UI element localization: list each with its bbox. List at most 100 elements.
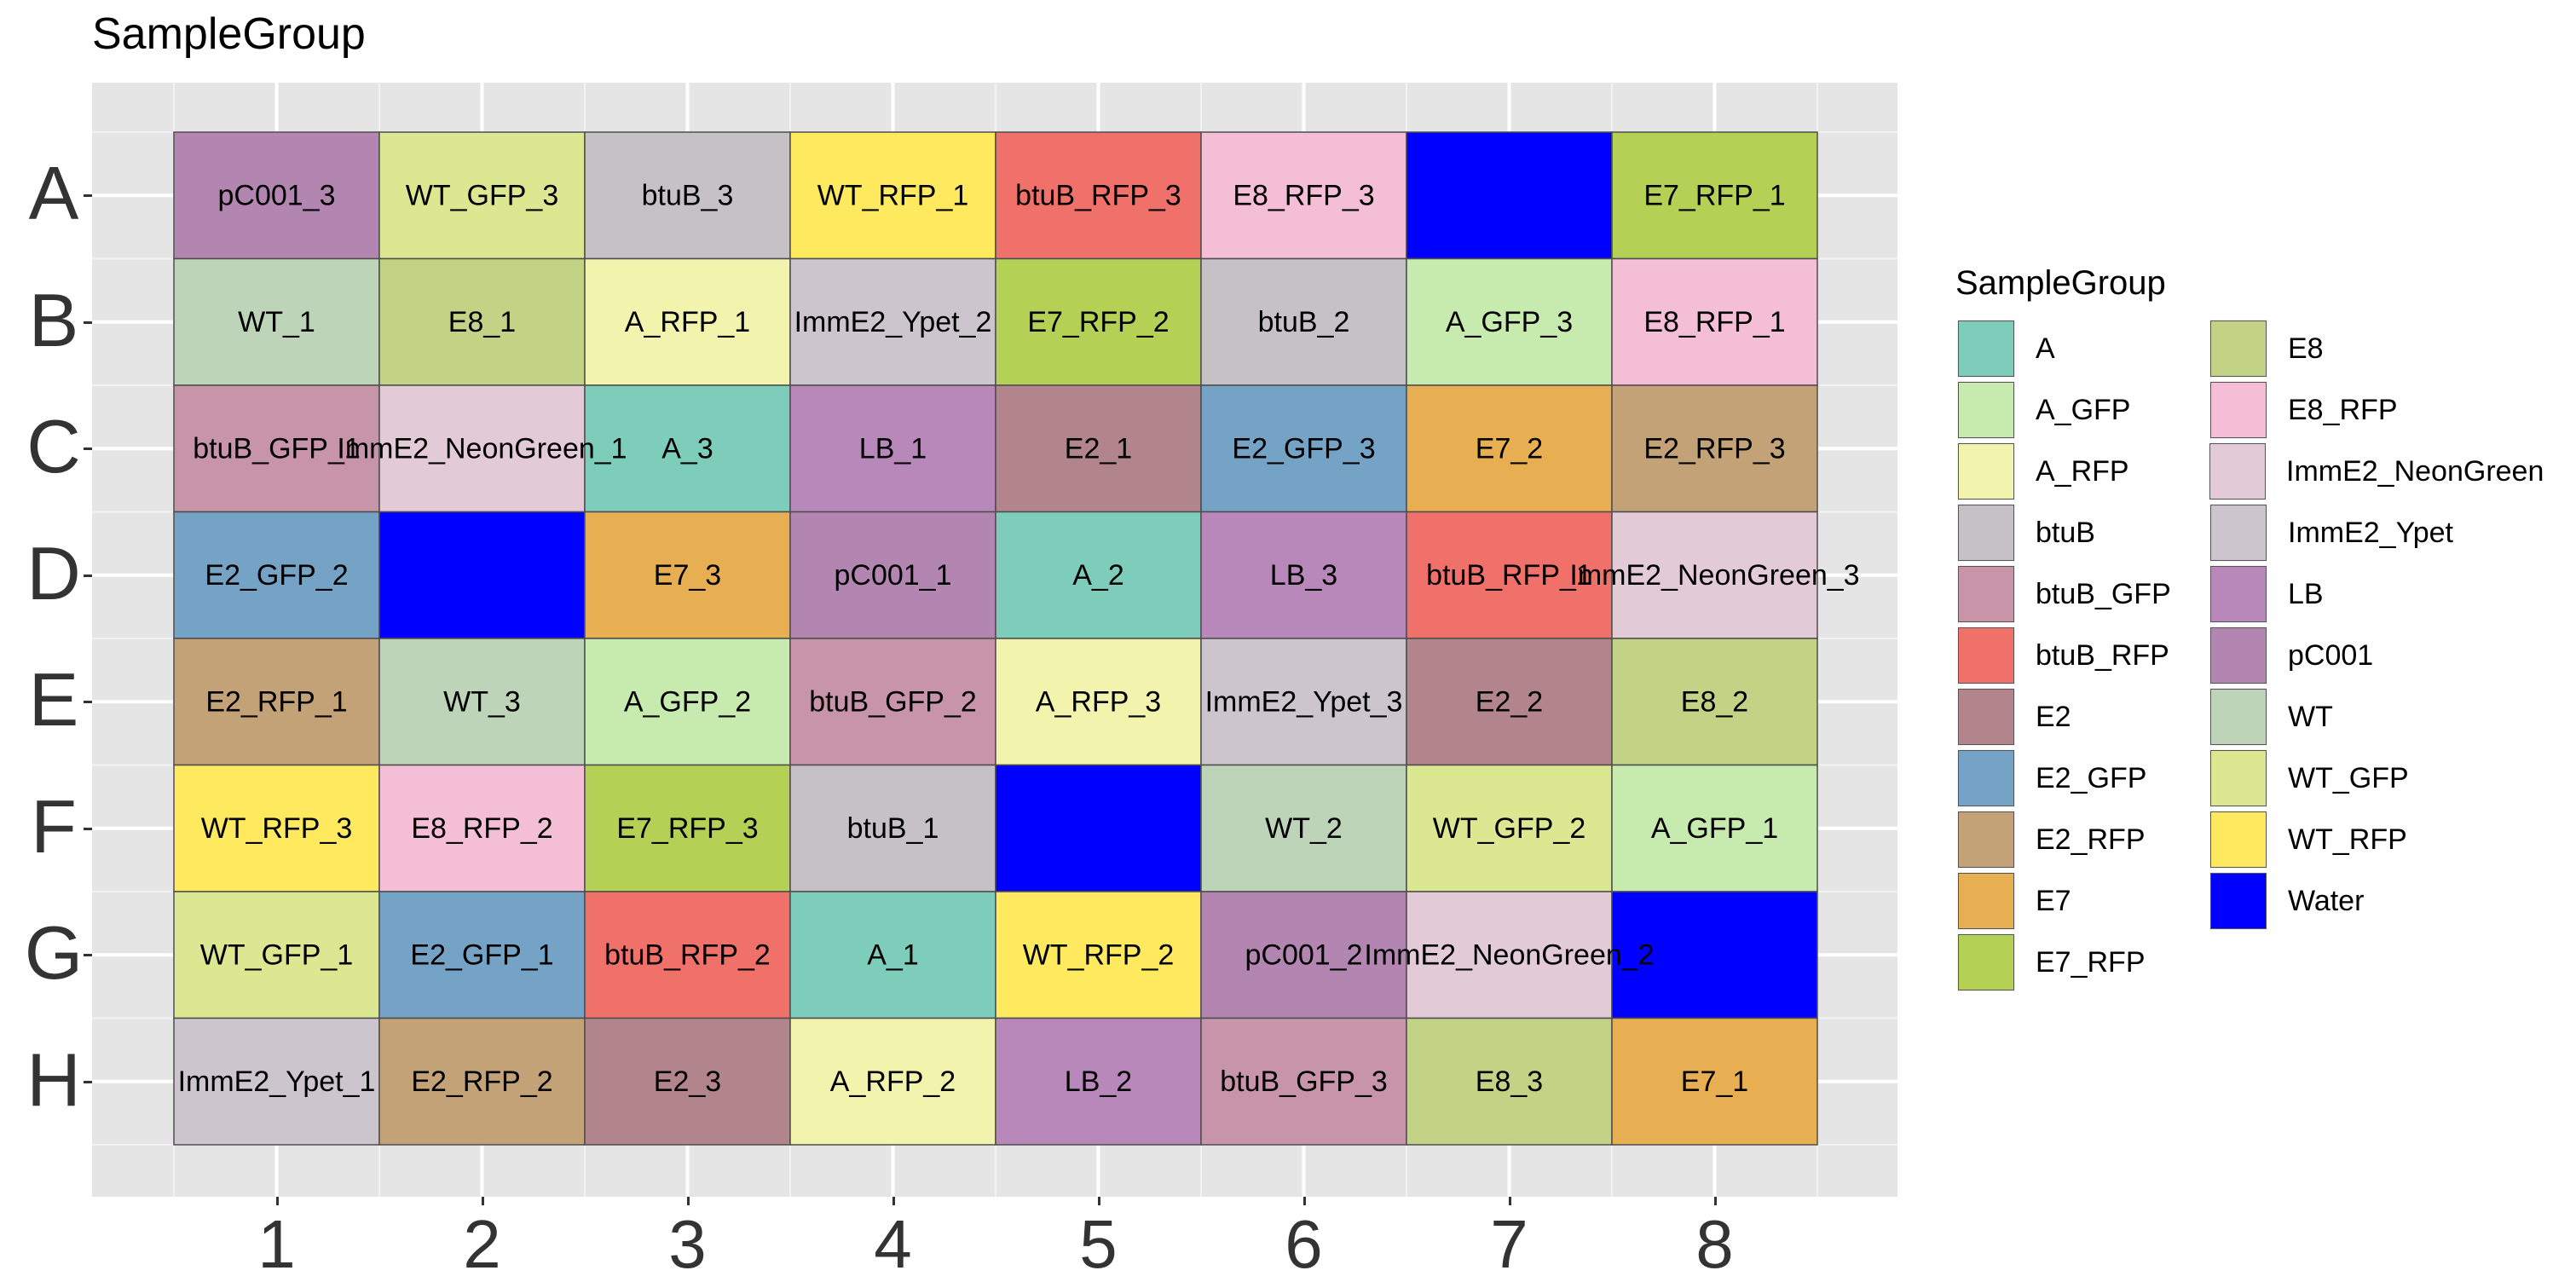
tile-label-E6: ImmE2_Ypet_3 xyxy=(1205,685,1403,718)
legend-label: LB xyxy=(2288,577,2324,610)
tile-F3 xyxy=(584,764,791,892)
x-tick-mark xyxy=(481,1197,484,1205)
legend-item: E2 xyxy=(1955,686,2208,748)
legend-key xyxy=(2208,625,2269,686)
tile-E8 xyxy=(1611,638,1818,766)
tile-D2 xyxy=(378,511,586,639)
legend-key xyxy=(1955,870,2017,932)
tile-label-H7: E8_3 xyxy=(1476,1065,1543,1098)
legend-item: A_RFP xyxy=(1955,441,2208,502)
tile-label-F4: btuB_1 xyxy=(847,812,939,845)
tile-A2 xyxy=(378,131,586,260)
legend-label: btuB_RFP xyxy=(2036,638,2169,672)
y-tick-label: F xyxy=(31,783,77,869)
legend-label: E7_RFP xyxy=(2036,945,2146,979)
legend-swatch xyxy=(2210,873,2267,929)
tile-label-C8: E2_RFP_3 xyxy=(1643,432,1785,465)
legend-item: Water xyxy=(2208,870,2460,932)
tile-label-A8: E7_RFP_1 xyxy=(1643,179,1785,211)
tile-C2 xyxy=(378,384,586,513)
legend-swatch xyxy=(1958,505,2014,561)
tile-F6 xyxy=(1200,764,1407,892)
tile-H2 xyxy=(378,1017,586,1146)
tile-C3 xyxy=(584,384,791,513)
tile-label-D6: LB_3 xyxy=(1270,559,1337,592)
tile-A8 xyxy=(1611,131,1818,260)
tile-H5 xyxy=(995,1017,1202,1146)
tile-label-B4: ImmE2_Ypet_2 xyxy=(794,306,992,338)
tile-E4 xyxy=(789,638,996,766)
tile-A6 xyxy=(1200,131,1407,260)
legend-key xyxy=(2208,809,2269,870)
tile-label-E5: A_RFP_3 xyxy=(1036,685,1161,718)
legend-label: A xyxy=(2036,332,2055,365)
legend-swatch xyxy=(1958,934,2014,990)
chart-title: SampleGroup xyxy=(92,9,366,59)
x-tick-mark xyxy=(686,1197,690,1205)
legend-key xyxy=(1955,686,2017,748)
tile-label-A3: btuB_3 xyxy=(642,179,734,211)
y-tick-mark xyxy=(84,1080,92,1083)
tile-G3 xyxy=(584,891,791,1019)
tile-G4 xyxy=(789,891,996,1019)
tile-H1 xyxy=(173,1017,380,1146)
tile-F5 xyxy=(995,764,1202,892)
legend-swatch xyxy=(1958,811,2014,868)
tile-label-A2: WT_GFP_3 xyxy=(406,179,558,211)
legend-label: E2_RFP xyxy=(2036,823,2146,856)
tile-D7 xyxy=(1406,511,1613,639)
legend-label: btuB_GFP xyxy=(2036,577,2171,610)
tile-F8 xyxy=(1611,764,1818,892)
legend-item: E8_RFP xyxy=(2208,379,2460,441)
y-tick-mark xyxy=(84,954,92,957)
y-tick-label: G xyxy=(24,910,84,996)
legend-label: btuB xyxy=(2036,516,2095,549)
x-tick-label: 2 xyxy=(463,1206,501,1282)
legend-swatch xyxy=(2209,443,2266,500)
legend-item: WT_GFP xyxy=(2208,748,2460,809)
legend-item: WT xyxy=(2208,686,2460,748)
tile-G8 xyxy=(1611,891,1818,1019)
y-tick-label: D xyxy=(26,530,81,615)
legend-swatch xyxy=(1958,320,2014,377)
legend-swatch xyxy=(1958,566,2014,622)
x-tick-mark xyxy=(1508,1197,1511,1205)
legend-item: btuB_GFP xyxy=(1955,563,2208,625)
tile-label-F8: A_GFP_1 xyxy=(1651,812,1778,845)
tile-H6 xyxy=(1200,1017,1407,1146)
tile-label-H1: ImmE2_Ypet_1 xyxy=(178,1065,376,1098)
tile-E7 xyxy=(1406,638,1613,766)
tile-B2 xyxy=(378,257,586,386)
tile-label-G6: pC001_2 xyxy=(1245,938,1362,971)
legend-swatch xyxy=(1958,382,2014,438)
legend-label: WT_GFP xyxy=(2288,761,2409,794)
tile-label-D5: A_2 xyxy=(1072,559,1124,592)
tile-C4 xyxy=(789,384,996,513)
y-tick-mark xyxy=(84,574,92,577)
x-tick-label: 3 xyxy=(668,1206,707,1282)
legend-label: A_RFP xyxy=(2036,454,2129,488)
tile-label-D7: btuB_RFP_1 xyxy=(1426,559,1592,592)
tile-C6 xyxy=(1200,384,1407,513)
tile-label-H5: LB_2 xyxy=(1065,1065,1132,1098)
tile-label-G4: A_1 xyxy=(867,938,919,971)
legend-swatch xyxy=(1958,689,2014,745)
tile-C8 xyxy=(1611,384,1818,513)
tile-label-G1: WT_GFP_1 xyxy=(200,938,353,971)
tile-label-F1: WT_RFP_3 xyxy=(201,812,353,845)
tile-H8 xyxy=(1611,1017,1818,1146)
tile-label-H8: E7_1 xyxy=(1681,1065,1748,1098)
legend-swatch xyxy=(2210,811,2267,868)
legend-item: btuB_RFP xyxy=(1955,625,2208,686)
tile-label-B6: btuB_2 xyxy=(1258,306,1350,338)
legend-swatch xyxy=(1958,750,2014,806)
legend-key xyxy=(1955,379,2017,441)
x-tick-label: 7 xyxy=(1490,1206,1528,1282)
legend-item: A xyxy=(1955,318,2208,379)
tile-A5 xyxy=(995,131,1202,260)
legend-item: A_GFP xyxy=(1955,379,2208,441)
tile-A1 xyxy=(173,131,380,260)
x-tick-mark xyxy=(892,1197,895,1205)
tile-B8 xyxy=(1611,257,1818,386)
legend-swatch xyxy=(2210,689,2267,745)
